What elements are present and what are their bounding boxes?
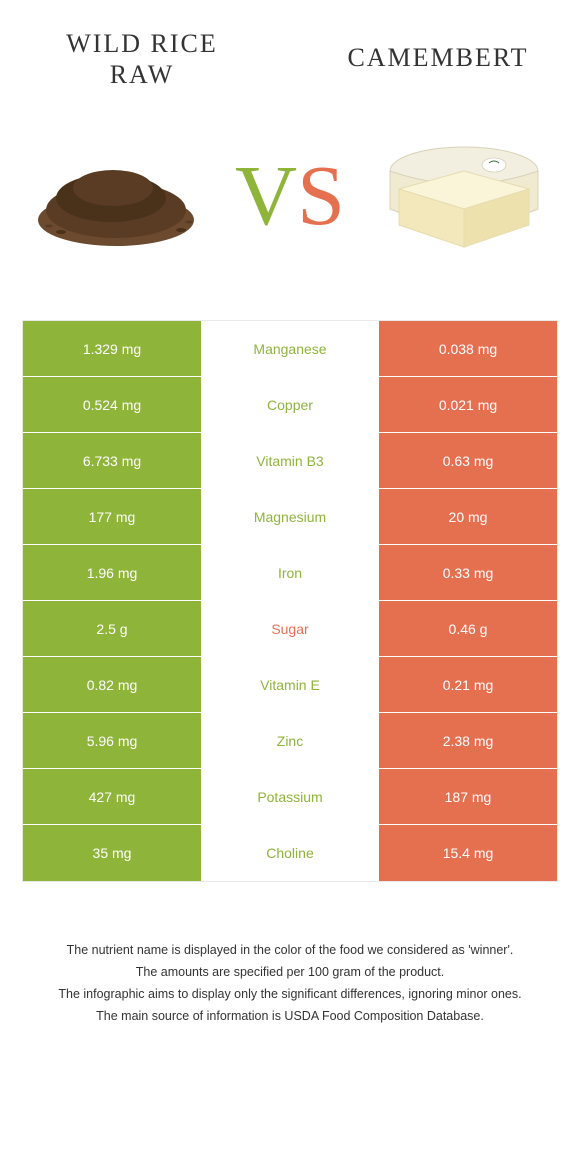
nutrient-label: Magnesium bbox=[201, 489, 379, 544]
left-value: 427 mg bbox=[23, 769, 201, 824]
footer-line-3: The infographic aims to display only the… bbox=[30, 984, 550, 1004]
cheese-wedge-icon bbox=[379, 135, 549, 255]
nutrient-label: Vitamin E bbox=[201, 657, 379, 712]
nutrient-label: Potassium bbox=[201, 769, 379, 824]
left-value: 1.96 mg bbox=[23, 545, 201, 600]
right-value: 2.38 mg bbox=[379, 713, 557, 768]
left-value: 5.96 mg bbox=[23, 713, 201, 768]
right-value: 15.4 mg bbox=[379, 825, 557, 881]
vs-s: S bbox=[297, 152, 345, 238]
table-row: 0.524 mgCopper0.021 mg bbox=[23, 377, 557, 433]
table-row: 1.96 mgIron0.33 mg bbox=[23, 545, 557, 601]
right-value: 0.33 mg bbox=[379, 545, 557, 600]
header: Wild rice raw Camembert bbox=[22, 28, 558, 90]
wild-rice-image bbox=[26, 130, 206, 260]
right-value: 187 mg bbox=[379, 769, 557, 824]
left-value: 2.5 g bbox=[23, 601, 201, 656]
nutrient-label: Iron bbox=[201, 545, 379, 600]
vs-v: V bbox=[235, 152, 297, 238]
left-food-title-line2: raw bbox=[110, 60, 175, 89]
table-row: 5.96 mgZinc2.38 mg bbox=[23, 713, 557, 769]
right-value: 0.63 mg bbox=[379, 433, 557, 488]
right-value: 0.46 g bbox=[379, 601, 557, 656]
footer: The nutrient name is displayed in the co… bbox=[22, 940, 558, 1026]
vs-label: VS bbox=[235, 152, 345, 238]
images-row: VS bbox=[22, 130, 558, 260]
nutrient-label: Zinc bbox=[201, 713, 379, 768]
left-value: 6.733 mg bbox=[23, 433, 201, 488]
table-row: 0.82 mgVitamin E0.21 mg bbox=[23, 657, 557, 713]
table-row: 6.733 mgVitamin B30.63 mg bbox=[23, 433, 557, 489]
nutrient-label: Manganese bbox=[201, 321, 379, 376]
table-row: 1.329 mgManganese0.038 mg bbox=[23, 321, 557, 377]
left-food-title-line1: Wild rice bbox=[66, 29, 218, 58]
right-value: 0.038 mg bbox=[379, 321, 557, 376]
nutrient-label: Copper bbox=[201, 377, 379, 432]
footer-line-4: The main source of information is USDA F… bbox=[30, 1006, 550, 1026]
right-value: 0.21 mg bbox=[379, 657, 557, 712]
left-value: 177 mg bbox=[23, 489, 201, 544]
left-value: 35 mg bbox=[23, 825, 201, 881]
right-value: 0.021 mg bbox=[379, 377, 557, 432]
left-value: 1.329 mg bbox=[23, 321, 201, 376]
left-value: 0.524 mg bbox=[23, 377, 201, 432]
camembert-image bbox=[374, 130, 554, 260]
nutrient-label: Vitamin B3 bbox=[201, 433, 379, 488]
nutrient-table: 1.329 mgManganese0.038 mg0.524 mgCopper0… bbox=[22, 320, 558, 882]
table-row: 177 mgMagnesium20 mg bbox=[23, 489, 557, 545]
footer-line-2: The amounts are specified per 100 gram o… bbox=[30, 962, 550, 982]
footer-line-1: The nutrient name is displayed in the co… bbox=[30, 940, 550, 960]
rice-pile-icon bbox=[31, 140, 201, 250]
table-row: 35 mgCholine15.4 mg bbox=[23, 825, 557, 881]
nutrient-label: Sugar bbox=[201, 601, 379, 656]
left-food-title: Wild rice raw bbox=[32, 28, 252, 90]
right-value: 20 mg bbox=[379, 489, 557, 544]
left-value: 0.82 mg bbox=[23, 657, 201, 712]
nutrient-label: Choline bbox=[201, 825, 379, 881]
table-row: 427 mgPotassium187 mg bbox=[23, 769, 557, 825]
right-food-title: Camembert bbox=[328, 42, 548, 73]
table-row: 2.5 gSugar0.46 g bbox=[23, 601, 557, 657]
